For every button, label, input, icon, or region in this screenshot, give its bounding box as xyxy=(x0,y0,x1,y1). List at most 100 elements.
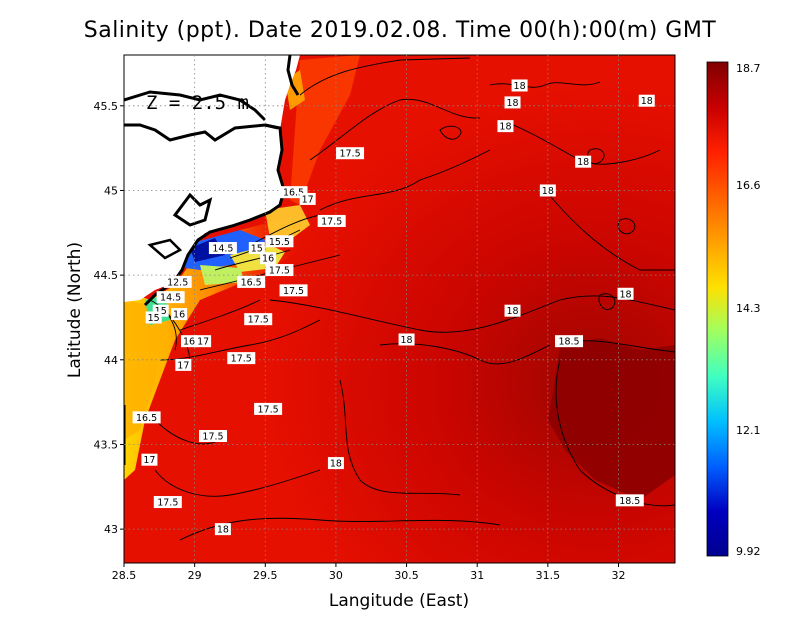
contour-label: 18 xyxy=(327,457,344,470)
contour-label-text: 16.5 xyxy=(283,188,304,199)
contour-label-text: 17.5 xyxy=(269,266,290,277)
x-tick-label: 32 xyxy=(611,569,625,582)
contour-label: 18 xyxy=(504,96,521,109)
colorbar-label: 16.6 xyxy=(736,179,761,192)
contour-label-text: 17.5 xyxy=(202,432,223,443)
contour-label: 18 xyxy=(638,94,655,107)
contour-label: 18 xyxy=(617,287,634,300)
contour-label-text: 16 xyxy=(183,337,195,348)
contour-label-text: 15 xyxy=(251,244,263,255)
contour-label: 12.5 xyxy=(163,275,192,288)
contour-label-text: 18 xyxy=(542,186,554,197)
contour-label: 18.5 xyxy=(615,494,644,507)
contour-label-text: 18 xyxy=(577,157,589,168)
contour-label-text: 18.5 xyxy=(619,496,640,507)
contour-label: 17.5 xyxy=(199,430,228,443)
contour-label-text: 18 xyxy=(641,96,653,107)
contour-label: 17.5 xyxy=(244,313,273,326)
contour-label-text: 15.5 xyxy=(269,237,290,248)
contour-label-text: 17.5 xyxy=(248,315,269,326)
contour-label: 18 xyxy=(497,120,514,133)
colorbar-label: 9.92 xyxy=(736,545,761,558)
contour-label-text: 18 xyxy=(506,306,518,317)
y-tick-label: 44 xyxy=(104,354,118,367)
contour-label-text: 18 xyxy=(514,81,526,92)
contour-label-text: 16.5 xyxy=(241,277,262,288)
y-tick-label: 45 xyxy=(104,184,118,197)
contour-label-text: 17 xyxy=(197,337,209,348)
contour-label: 17 xyxy=(195,335,212,348)
contour-label-text: 17.5 xyxy=(231,354,252,365)
contour-label-text: 18 xyxy=(330,459,342,470)
contour-label: 16 xyxy=(180,335,197,348)
y-tick-label: 45.5 xyxy=(94,100,119,113)
map-title: Salinity (ppt). Date 2019.02.08. Time 00… xyxy=(83,18,717,43)
contour-label: 15.5 xyxy=(265,235,294,248)
contour-label: 18 xyxy=(504,304,521,317)
contour-label: 16.5 xyxy=(237,275,266,288)
contour-label-text: 18.5 xyxy=(558,337,579,348)
contour-label: 16 xyxy=(260,252,277,265)
x-tick-label: 30 xyxy=(329,569,343,582)
x-tick-label: 28.5 xyxy=(112,569,137,582)
contour-label: 17.5 xyxy=(279,284,308,297)
contour-label: 17.5 xyxy=(317,214,346,227)
contour-label-text: 17 xyxy=(177,360,189,371)
contour-label: 17 xyxy=(299,192,316,205)
colorbar-label: 12.1 xyxy=(736,424,761,437)
y-axis-ticks: 43 43.5 44 44.5 45 45.5 xyxy=(94,100,124,536)
contour-label-text: 18 xyxy=(499,122,511,133)
x-tick-label: 31 xyxy=(470,569,484,582)
contour-label-text: 16 xyxy=(262,254,274,265)
high-salinity-zone xyxy=(548,338,675,500)
x-tick-label: 29.5 xyxy=(253,569,278,582)
contour-label-text: 15 xyxy=(148,313,160,324)
depth-label: Z = 2.5 m xyxy=(146,92,249,114)
x-tick-label: 30.5 xyxy=(394,569,419,582)
contour-label-text: 17.5 xyxy=(321,216,342,227)
y-tick-label: 43 xyxy=(104,523,118,536)
contour-label: 18 xyxy=(398,333,415,346)
contour-label: 16.5 xyxy=(132,411,161,424)
coastline xyxy=(124,123,279,142)
contour-label: 17.5 xyxy=(227,352,256,365)
contour-label-text: 18 xyxy=(401,335,413,346)
contour-label-text: 17.5 xyxy=(339,149,360,160)
x-tick-label: 31.5 xyxy=(536,569,561,582)
contour-label: 15 xyxy=(248,242,265,255)
contour-label: 17.5 xyxy=(265,264,294,277)
colorbar-labels: 18.7 16.6 14.3 12.1 9.92 xyxy=(736,62,761,558)
y-tick-label: 44.5 xyxy=(94,269,119,282)
colorbar-gradient xyxy=(706,61,729,557)
contour-label-text: 14.5 xyxy=(160,293,181,304)
y-tick-label: 43.5 xyxy=(94,438,119,451)
x-tick-label: 29 xyxy=(188,569,202,582)
y-axis-label: Latitude (North) xyxy=(65,242,85,378)
contour-label: 18.5 xyxy=(555,335,584,348)
contour-label-text: 14.5 xyxy=(212,244,233,255)
contour-label: 17.5 xyxy=(153,496,182,509)
colorbar-label: 18.7 xyxy=(736,62,761,75)
contour-label-text: 16.5 xyxy=(136,413,157,424)
colorbar: 18.7 16.6 14.3 12.1 9.92 xyxy=(706,61,761,558)
contour-label-text: 17.5 xyxy=(157,498,178,509)
plot-frame xyxy=(123,54,676,564)
contour-label: 17 xyxy=(175,358,192,371)
contour-label: 14.5 xyxy=(156,291,185,304)
x-axis-label: Langitude (East) xyxy=(329,591,469,611)
contour-label: 16 xyxy=(171,308,188,321)
contour-label-text: 18 xyxy=(217,525,229,536)
contour-label: 17.5 xyxy=(336,147,365,160)
salinity-field xyxy=(124,55,675,563)
contour-label: 14.5 xyxy=(208,242,237,255)
contour-label: 15 xyxy=(145,311,162,324)
contour-label-text: 18 xyxy=(506,98,518,109)
contour-label-text: 12.5 xyxy=(167,277,188,288)
contour-label-text: 16 xyxy=(173,310,185,321)
contour-label-text: 17 xyxy=(143,455,155,466)
contour-label: 18 xyxy=(539,184,556,197)
x-axis-ticks: 28.5 29 29.5 30 30.5 31 31.5 32 xyxy=(112,563,625,582)
contour-label-text: 17.5 xyxy=(258,404,279,415)
